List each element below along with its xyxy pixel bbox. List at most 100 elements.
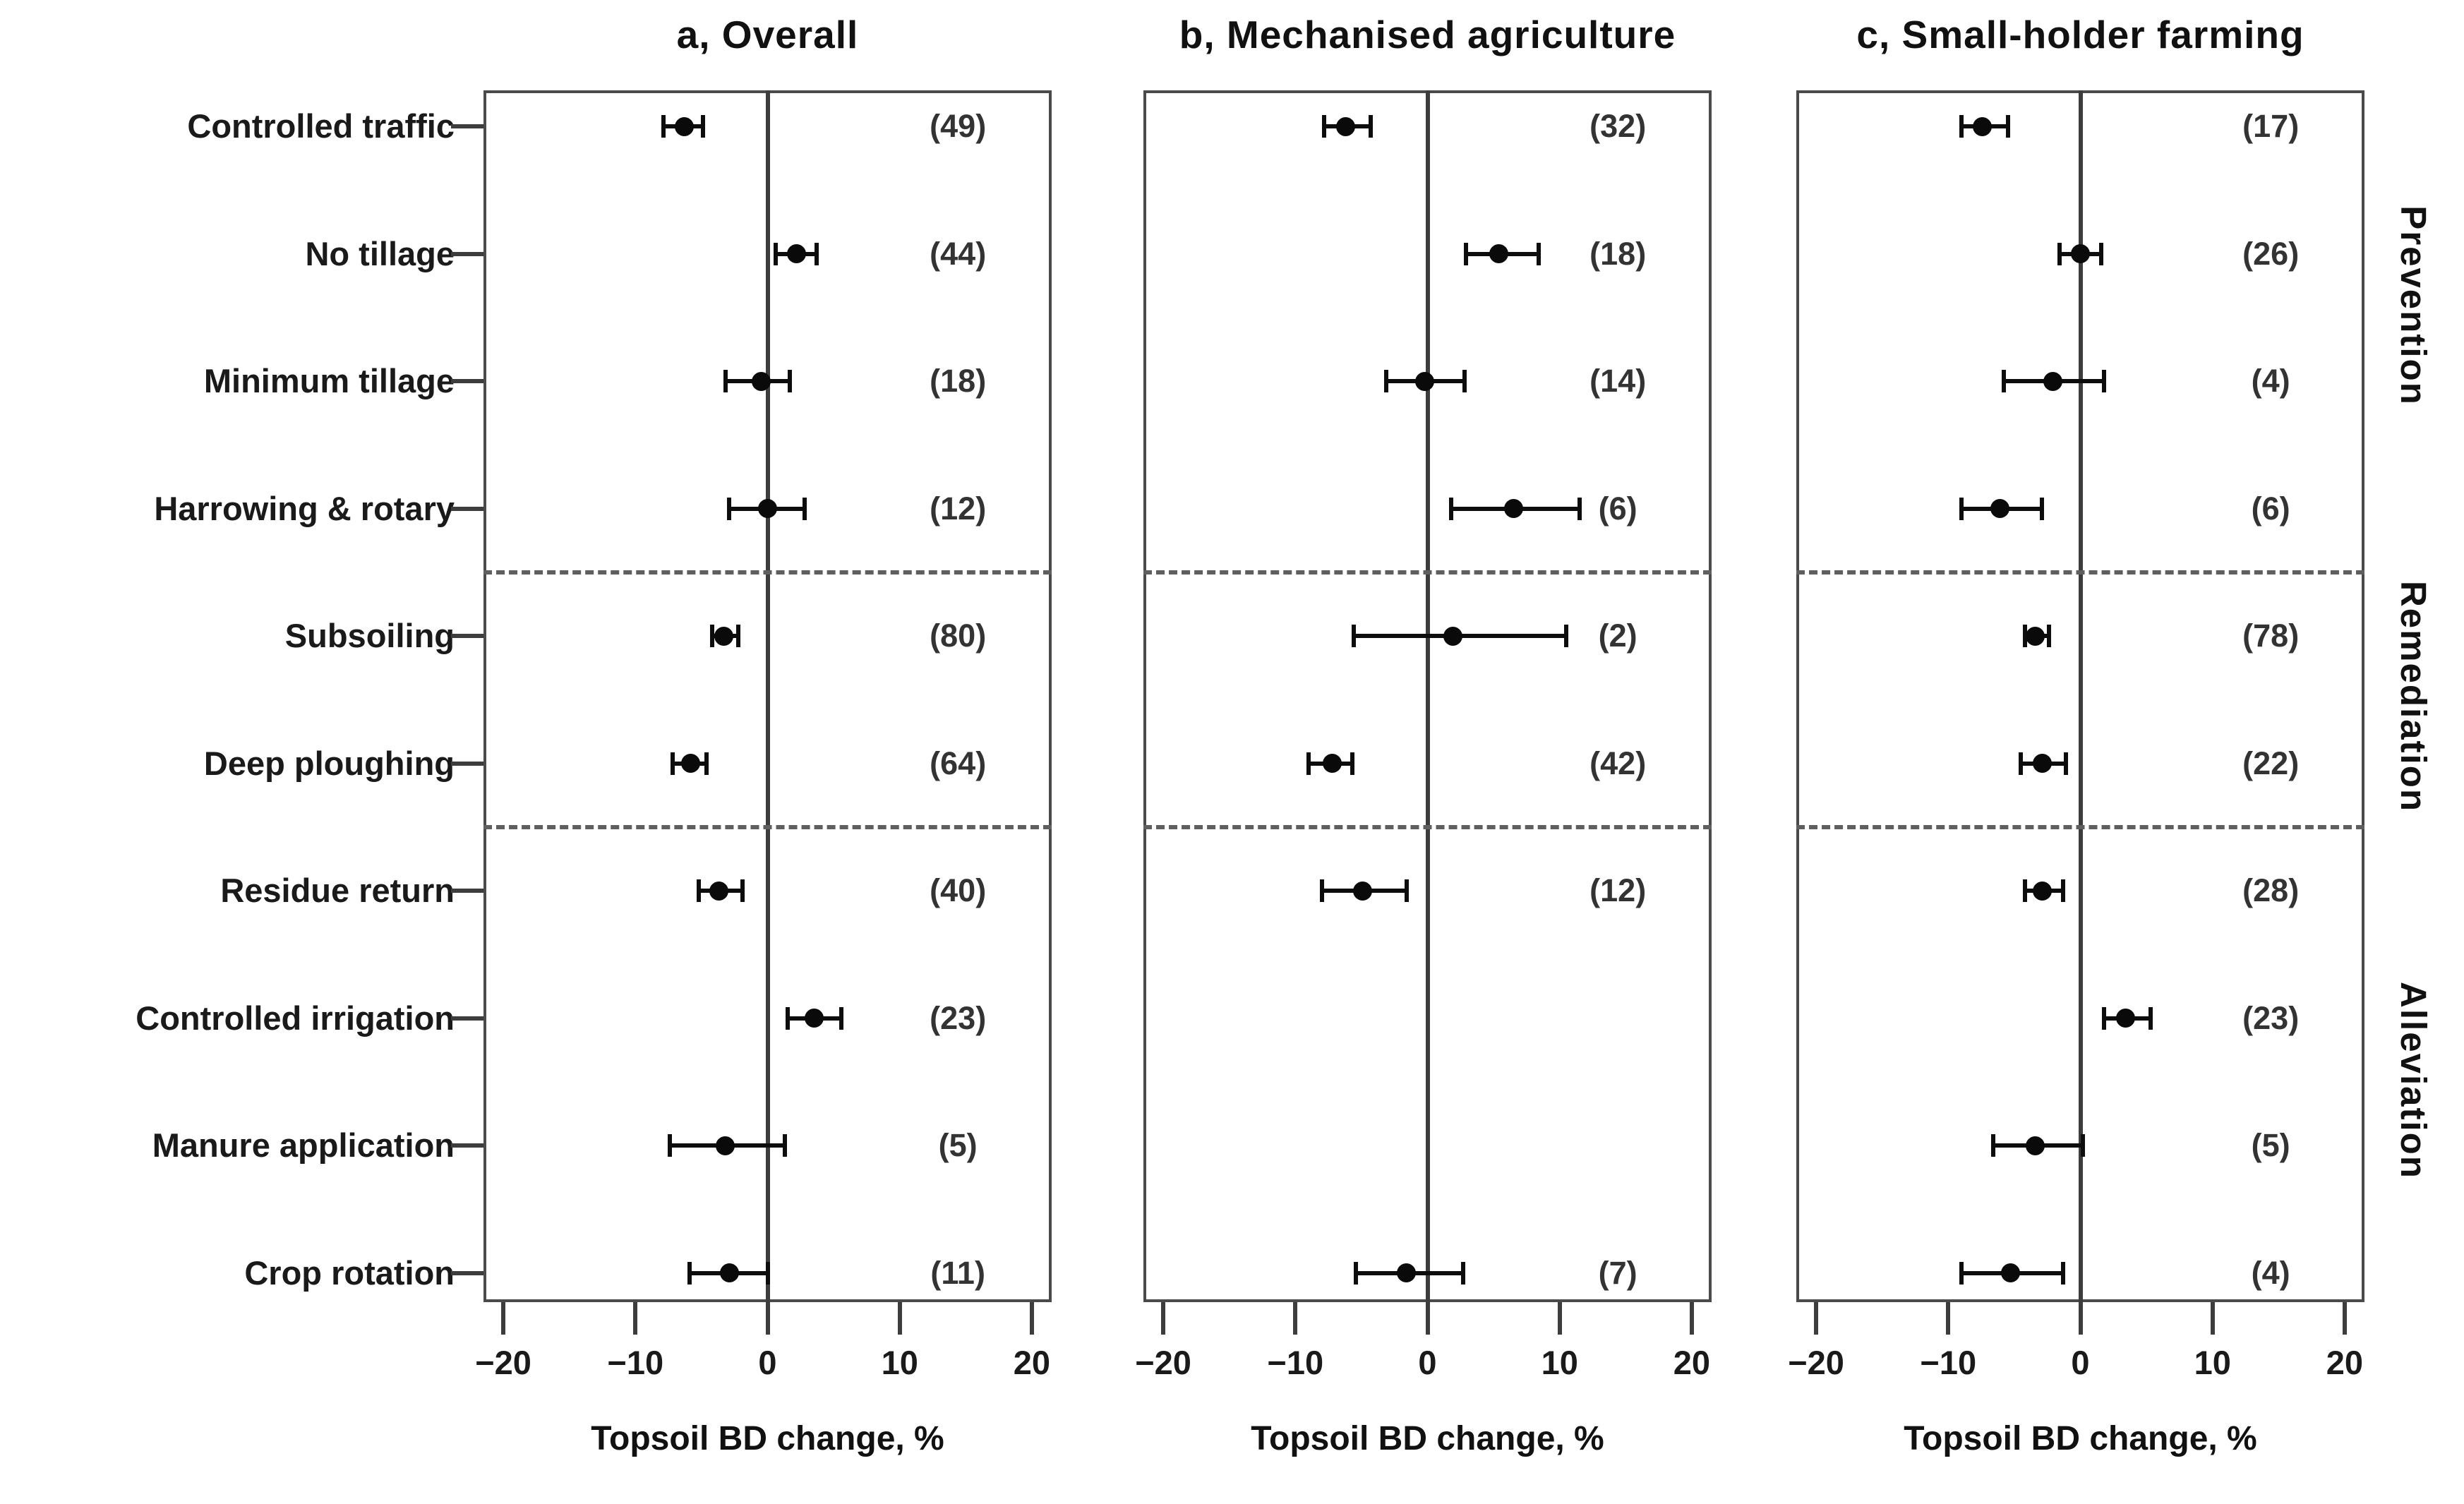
x-axis-tick	[1689, 1302, 1694, 1335]
x-axis-tick	[633, 1302, 638, 1335]
error-bar-cap-left	[1306, 752, 1311, 775]
sample-size-label: (6)	[2251, 490, 2290, 527]
mean-point-marker	[1335, 116, 1355, 136]
sample-size-label: (6)	[1598, 490, 1637, 527]
error-bar-cap-left	[1354, 1261, 1359, 1285]
error-bar-cap-left	[1463, 242, 1468, 265]
x-axis-tick-label: −20	[1135, 1344, 1191, 1381]
x-axis-tick	[1425, 1302, 1430, 1335]
error-bar-cap-right	[2102, 370, 2107, 392]
x-axis-tick-label: −10	[607, 1344, 664, 1381]
x-axis-tick	[897, 1302, 902, 1335]
row-axis-tick	[451, 506, 483, 511]
error-bar-cap-right	[1577, 497, 1582, 520]
error-bar-cap-left	[1990, 1134, 1995, 1157]
sample-size-label: (11)	[930, 1254, 985, 1291]
sample-size-label: (64)	[930, 745, 987, 781]
error-bar-cap-left	[1959, 497, 1964, 520]
mean-point-marker	[2026, 1136, 2045, 1155]
error-bar-cap-left	[1384, 370, 1389, 392]
error-bar-cap-right	[1564, 625, 1569, 647]
x-axis-tick-label: −10	[1267, 1344, 1324, 1381]
mean-point-marker	[2026, 626, 2045, 646]
error-bar-cap-right	[2148, 1006, 2153, 1030]
error-bar-cap-right	[782, 1134, 787, 1157]
x-axis-tick	[501, 1302, 506, 1335]
error-bar-cap-right	[814, 242, 819, 265]
group-label-prevention: Prevention	[2393, 205, 2434, 406]
error-bar-cap-left	[2102, 1006, 2107, 1030]
row-axis-tick	[451, 1143, 483, 1148]
x-axis-tick-label: 20	[1013, 1344, 1051, 1381]
error-bar-cap-left	[1449, 497, 1454, 520]
mean-point-marker	[787, 244, 807, 263]
error-bar-cap-left	[1319, 879, 1324, 902]
error-bar-cap-right	[704, 752, 709, 775]
error-bar-cap-left	[670, 752, 675, 775]
mean-point-marker	[1443, 626, 1462, 646]
x-axis-tick-label: 10	[881, 1344, 918, 1381]
error-bar-cap-right	[1404, 879, 1409, 902]
error-bar-cap-right	[1462, 370, 1467, 392]
sample-size-label: (44)	[930, 235, 987, 272]
error-bar-cap-left	[2001, 370, 2006, 392]
x-axis-tick	[1161, 1302, 1166, 1335]
sample-size-label: (28)	[2242, 872, 2300, 908]
row-label-subsoiling: Subsoiling	[284, 617, 455, 654]
group-separator-dashed-line-2	[1796, 824, 2364, 829]
error-bar-cap-right	[736, 625, 741, 647]
x-axis-tick-label: 0	[1418, 1344, 1437, 1381]
sample-size-label: (78)	[2242, 618, 2300, 654]
mean-point-marker	[681, 754, 701, 773]
x-axis-tick-label: 0	[2071, 1344, 2090, 1381]
error-bar-cap-right	[839, 1006, 844, 1030]
x-axis-tick-label: 10	[1541, 1344, 1578, 1381]
mean-point-marker	[758, 499, 777, 518]
x-axis-tick	[1814, 1302, 1819, 1335]
sample-size-label: (5)	[938, 1127, 978, 1163]
row-axis-tick	[451, 761, 483, 766]
mean-point-marker	[751, 371, 771, 391]
sample-size-label: (2)	[1598, 618, 1637, 654]
row-label-no-tillage: No tillage	[305, 234, 455, 272]
x-axis-tick	[765, 1302, 770, 1335]
row-axis-tick	[451, 124, 483, 128]
error-bar-cap-right	[2081, 1134, 2086, 1157]
mean-point-marker	[1323, 754, 1342, 773]
x-axis-tick	[2210, 1302, 2215, 1335]
mean-point-marker	[2000, 1263, 2020, 1282]
x-axis-title-b: Topsoil BD change, %	[1251, 1420, 1604, 1457]
x-axis-title-a: Topsoil BD change, %	[591, 1420, 944, 1457]
sample-size-label: (32)	[1589, 108, 1647, 144]
sample-size-label: (49)	[930, 108, 987, 144]
sample-size-label: (14)	[1589, 363, 1647, 399]
mean-point-marker	[2043, 371, 2062, 391]
row-label-controlled-traffic: Controlled traffic	[187, 107, 455, 145]
sample-size-label: (4)	[2251, 1254, 2290, 1291]
error-bar-cap-left	[1959, 1261, 1964, 1285]
x-axis-tick	[1946, 1302, 1951, 1335]
sample-size-label: (42)	[1589, 745, 1647, 781]
mean-point-marker	[1415, 371, 1435, 391]
x-axis-tick-label: −10	[1920, 1344, 1977, 1381]
error-bar-cap-left	[661, 115, 666, 138]
group-separator-dashed-line-2	[483, 824, 1052, 829]
mean-point-marker	[1503, 499, 1523, 518]
x-axis-tick-label: −20	[475, 1344, 531, 1381]
error-bar-cap-right	[765, 1261, 770, 1285]
error-bar-cap-right	[2063, 752, 2068, 775]
mean-point-marker	[804, 1009, 824, 1028]
mean-point-marker	[2071, 244, 2090, 263]
error-bar-cap-left	[697, 879, 702, 902]
error-bar-cap-right	[740, 879, 745, 902]
error-bar-cap-left	[1351, 625, 1356, 647]
x-axis-tick	[2342, 1302, 2347, 1335]
error-bar-cap-left	[2022, 625, 2027, 647]
error-bar-cap-left	[2057, 242, 2062, 265]
error-bar-cap-left	[1322, 115, 1327, 138]
error-bar-cap-right	[1461, 1261, 1466, 1285]
error-bar-cap-right	[802, 497, 807, 520]
error-bar-cap-left	[687, 1261, 692, 1285]
error-bar-cap-right	[1350, 752, 1354, 775]
